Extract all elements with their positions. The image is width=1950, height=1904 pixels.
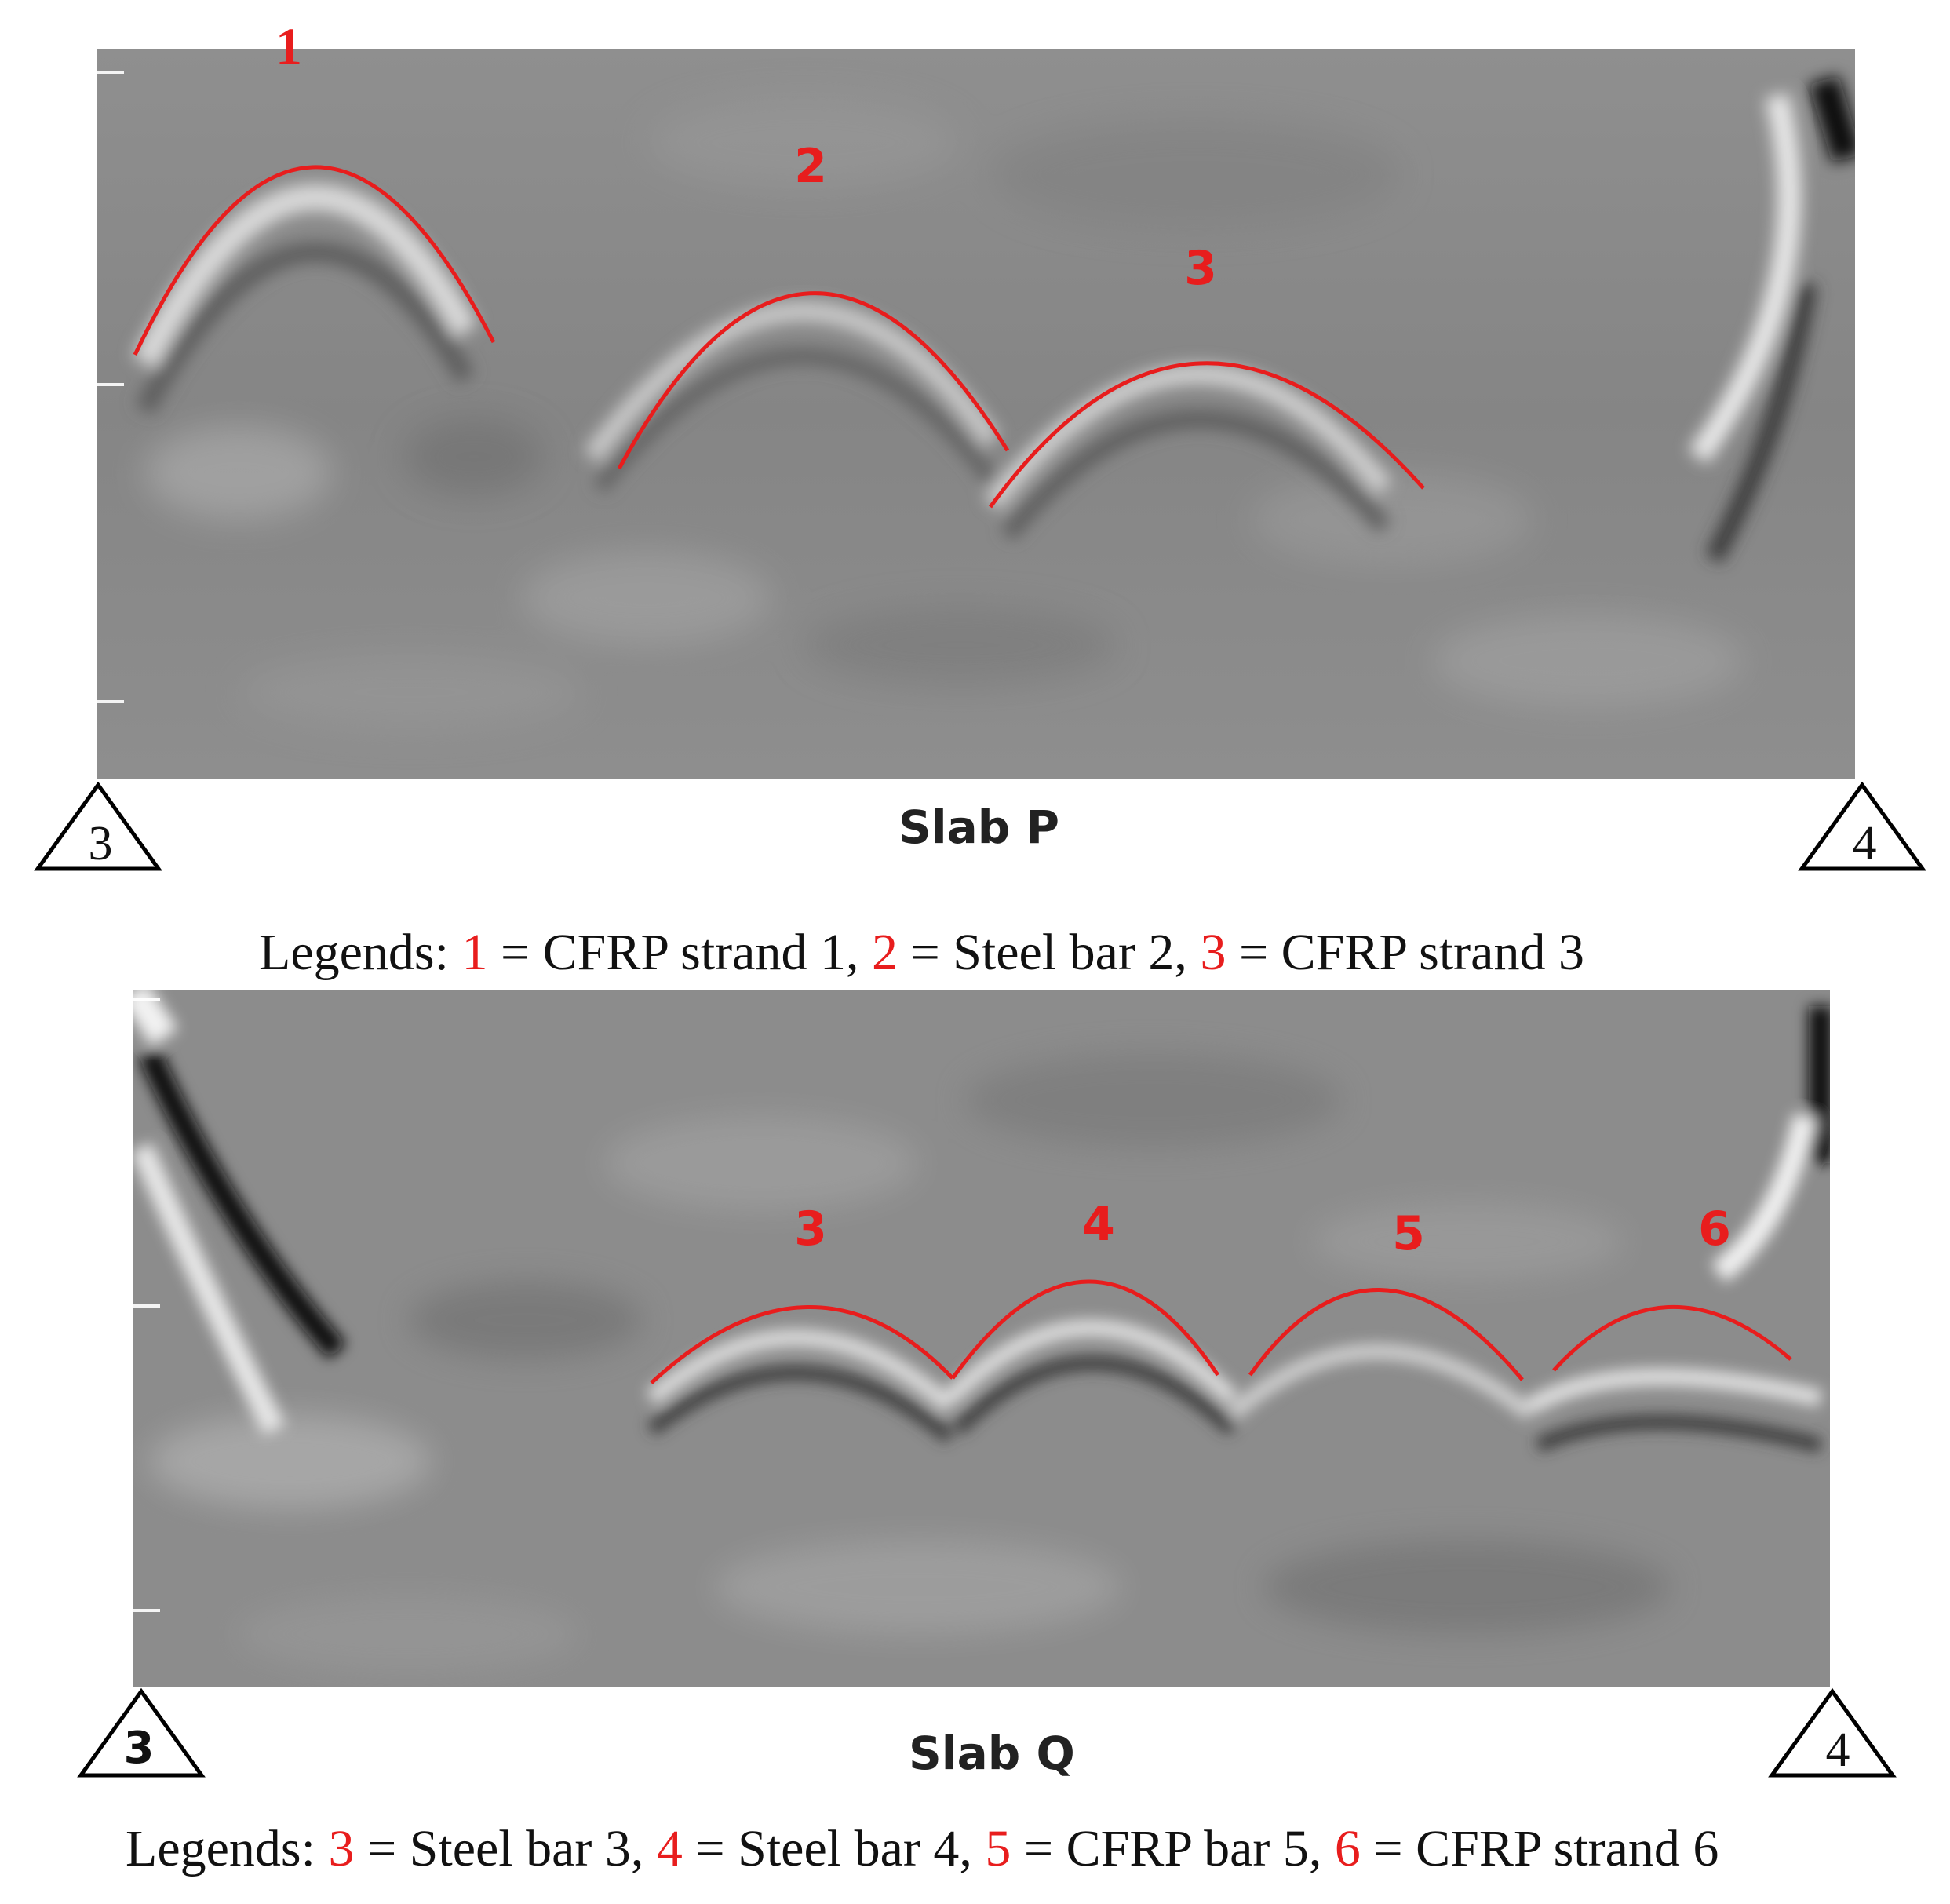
legend-num: 6 — [1334, 1820, 1361, 1877]
legend-num: 1 — [461, 924, 488, 981]
legend-text: = Steel bar 2, — [897, 924, 1187, 981]
hyperbola-marker-q6 — [1552, 1305, 1792, 1372]
marker-label-q4: 4 — [1082, 1197, 1115, 1252]
marker-label-1: 1 — [275, 16, 302, 76]
marker-label-2: 2 — [794, 139, 827, 194]
annotation-overlay-slab-p — [133, 165, 1425, 509]
axis-tick — [133, 1304, 160, 1308]
slab-title-p: Slab P — [898, 801, 1060, 854]
annotation-overlay-slab-q — [650, 1279, 1792, 1384]
hyperbola-marker-2 — [617, 291, 1010, 470]
legend-slab-p: Legends: 1 = CFRP strand 1, 2 = Steel ba… — [259, 923, 1584, 983]
marker-label-q5: 5 — [1392, 1206, 1425, 1261]
legend-text: = CFRP bar 5, — [1011, 1820, 1322, 1877]
support-label-left-q: 3 — [124, 1723, 155, 1774]
hyperbola-marker-q5 — [1248, 1288, 1524, 1381]
scan-texture-slab-p — [97, 49, 1855, 779]
support-label-left-p: 3 — [89, 817, 113, 870]
slab-title-q: Slab Q — [909, 1727, 1075, 1780]
marker-label-3: 3 — [1184, 241, 1217, 296]
support-triangle-right-p: 4 — [1798, 781, 1926, 871]
legend-num: 2 — [871, 924, 898, 981]
legend-prefix: Legends: — [259, 924, 462, 981]
marker-label-q6: 6 — [1698, 1202, 1731, 1257]
legend-num: 3 — [328, 1820, 355, 1877]
axis-tick — [133, 998, 160, 1001]
legend-text: = CFRP strand 3 — [1226, 924, 1584, 981]
legend-num: 4 — [656, 1820, 683, 1877]
legend-text: = Steel bar 4, — [682, 1820, 972, 1877]
axis-tick — [97, 71, 124, 74]
gpr-scan-slab-p — [97, 49, 1855, 779]
support-label-right-q: 4 — [1826, 1723, 1850, 1777]
marker-labels-slab-p: 1 2 3 — [275, 16, 1217, 296]
axis-tick — [97, 383, 124, 386]
legend-slab-q: Legends: 3 = Steel bar 3, 4 = Steel bar … — [126, 1819, 1719, 1879]
legend-text: = Steel bar 3, — [354, 1820, 644, 1877]
hyperbola-marker-3 — [988, 361, 1425, 509]
legend-num: 3 — [1200, 924, 1226, 981]
hyperbola-marker-q4 — [950, 1279, 1220, 1380]
legend-text: = CFRP strand 6 — [1360, 1820, 1719, 1877]
axis-tick — [97, 700, 124, 703]
support-label-right-p: 4 — [1853, 817, 1877, 870]
legend-text: = CFRP strand 1, — [487, 924, 859, 981]
legend-num: 5 — [985, 1820, 1011, 1877]
marker-labels-slab-q: 3 4 5 6 — [794, 1197, 1731, 1261]
marker-label-q3: 3 — [794, 1202, 827, 1257]
scan-texture-slab-q — [133, 990, 1830, 1687]
axis-tick — [133, 1609, 160, 1612]
support-triangle-left-p: 3 — [34, 781, 162, 871]
support-triangle-right-q: 4 — [1768, 1687, 1897, 1778]
legend-prefix: Legends: — [126, 1820, 329, 1877]
support-triangle-left-q: 3 — [77, 1687, 206, 1778]
hyperbola-marker-1 — [133, 165, 496, 356]
gpr-scan-slab-q — [133, 990, 1830, 1687]
hyperbola-marker-q3 — [650, 1305, 954, 1384]
